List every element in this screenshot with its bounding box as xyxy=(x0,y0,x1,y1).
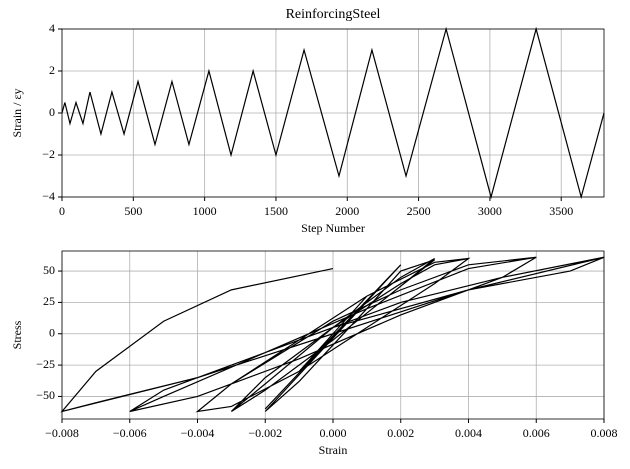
y-tick-label: 4 xyxy=(49,21,55,35)
x-tick-label: 0.002 xyxy=(387,426,414,440)
x-axis-label: Strain xyxy=(319,443,348,457)
x-tick-label: 0.006 xyxy=(523,426,550,440)
y-axis-label: Stress xyxy=(10,320,24,349)
data-line xyxy=(60,256,605,413)
y-axis-label: Strain / εy xyxy=(10,88,24,137)
y-tick-label: −25 xyxy=(36,357,55,371)
y-tick-label: 0 xyxy=(49,325,55,339)
plot-frame xyxy=(61,28,605,198)
x-tick-label: −0.006 xyxy=(113,426,147,440)
y-tick-label: −4 xyxy=(42,189,55,203)
x-tick-label: −0.002 xyxy=(248,426,282,440)
x-axis-label: Step Number xyxy=(301,221,365,235)
x-tick-label: 0.000 xyxy=(320,426,347,440)
x-tick-label: 500 xyxy=(124,204,142,218)
y-tick-label: 0 xyxy=(49,105,55,119)
y-tick-label: −50 xyxy=(36,388,55,402)
chart-title: ReinforcingSteel xyxy=(286,7,381,22)
x-tick-label: 3500 xyxy=(549,204,573,218)
y-tick-label: 2 xyxy=(49,63,55,77)
data-line xyxy=(61,26,605,200)
x-tick-label: 1000 xyxy=(193,204,217,218)
x-tick-label: 0.004 xyxy=(455,426,482,440)
x-tick-label: 0 xyxy=(59,204,65,218)
x-tick-label: 2500 xyxy=(407,204,431,218)
plot-frame xyxy=(61,250,605,420)
y-tick-label: 50 xyxy=(43,263,55,277)
x-tick-label: 1500 xyxy=(264,204,288,218)
x-tick-label: 0.008 xyxy=(591,426,618,440)
x-tick-label: 3000 xyxy=(478,204,502,218)
x-tick-label: −0.008 xyxy=(45,426,79,440)
x-tick-label: 2000 xyxy=(335,204,359,218)
y-tick-label: −2 xyxy=(42,147,55,161)
y-tick-label: 25 xyxy=(43,294,55,308)
x-tick-label: −0.004 xyxy=(181,426,215,440)
